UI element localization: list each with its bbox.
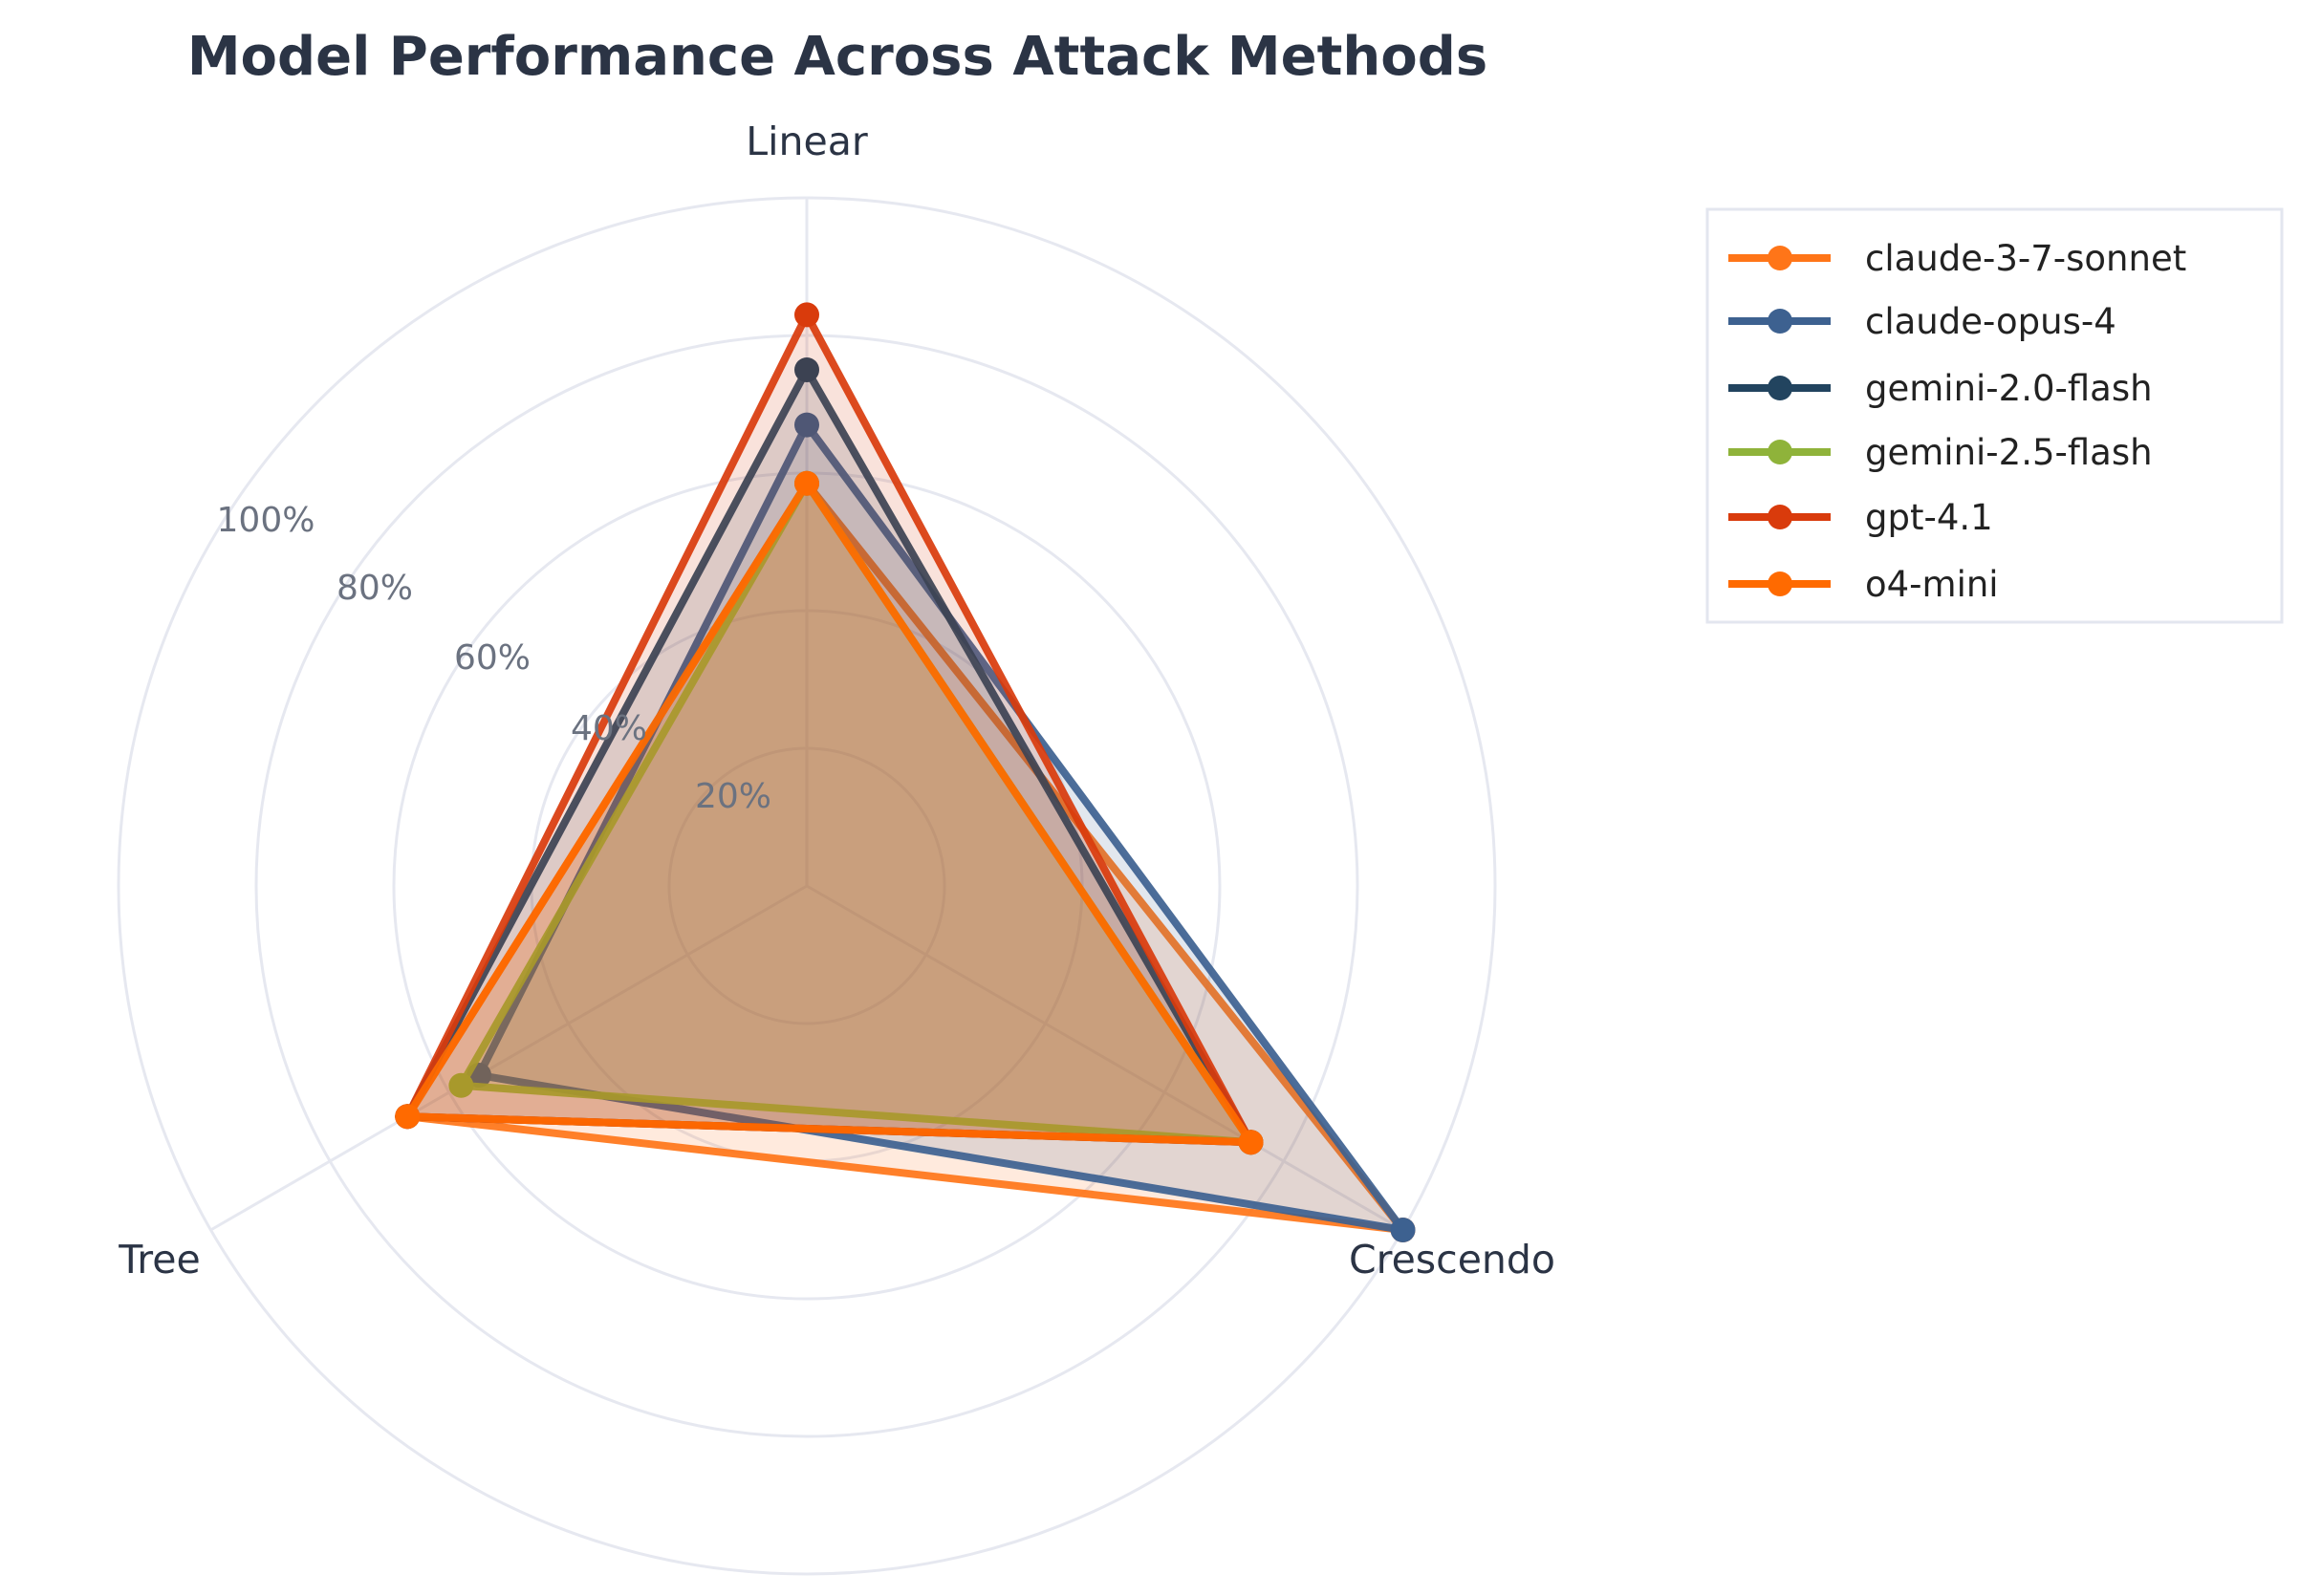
legend-marker [1768, 309, 1792, 334]
series-area [401, 476, 1259, 1147]
legend-label: claude-opus-4 [1865, 301, 2116, 342]
legend-label: claude-3-7-sonnet [1865, 238, 2186, 279]
axis-label-linear: Linear [746, 119, 868, 164]
data-point-linear [794, 412, 819, 438]
data-point-linear [794, 357, 819, 382]
legend-marker [1768, 572, 1792, 596]
radial-tick-label: 20% [695, 777, 771, 816]
data-point-linear [794, 470, 819, 496]
radial-tick-label: 60% [454, 638, 531, 678]
series-layer [395, 302, 1416, 1242]
legend-marker [1768, 505, 1792, 529]
legend-marker [1768, 440, 1792, 464]
radial-tick-label: 80% [336, 569, 413, 608]
legend-label: gpt-4.1 [1865, 497, 1993, 538]
data-point-tree [448, 1072, 474, 1098]
legend-label: o4-mini [1865, 564, 1999, 605]
axis-label-tree: Tree [118, 1237, 200, 1283]
chart-title: Model Performance Across Attack Methods [187, 26, 1487, 88]
legend-items: claude-3-7-sonnet claude-opus-4 gemini-2.0… [1728, 238, 2186, 605]
spoke-crescendo [806, 884, 1404, 1232]
legend-marker [1768, 376, 1792, 400]
grid [117, 196, 1497, 1576]
legend: claude-3-7-sonnet claude-opus-4 gemini-2.0… [1705, 207, 2284, 624]
legend-item: gemini-2.0-flash [1728, 368, 2153, 409]
axis-label-crescendo: Crescendo [1349, 1237, 1555, 1283]
radial-tick-label: 100% [217, 501, 315, 540]
legend-label: gemini-2.0-flash [1865, 368, 2153, 409]
legend-frame [1705, 207, 2284, 624]
radial-tick-label: 40% [571, 709, 647, 748]
legend-item: claude-opus-4 [1728, 301, 2116, 342]
legend-label: gemini-2.5-flash [1865, 432, 2153, 473]
data-point-crescendo [1390, 1218, 1416, 1242]
radial-tick-labels: 20% 40% 60% 80% 100% [217, 501, 771, 816]
legend-item: gpt-4.1 [1728, 497, 1993, 538]
legend-item: o4-mini [1728, 564, 1999, 605]
legend-item: gemini-2.5-flash [1728, 432, 2153, 473]
spoke-tree [209, 884, 808, 1232]
data-point-crescendo [1238, 1130, 1264, 1155]
data-point-linear [794, 302, 819, 328]
legend-marker [1768, 246, 1792, 270]
legend-item: claude-3-7-sonnet [1728, 238, 2186, 279]
data-point-tree [395, 1104, 421, 1130]
series-o4-mini [395, 470, 1264, 1155]
